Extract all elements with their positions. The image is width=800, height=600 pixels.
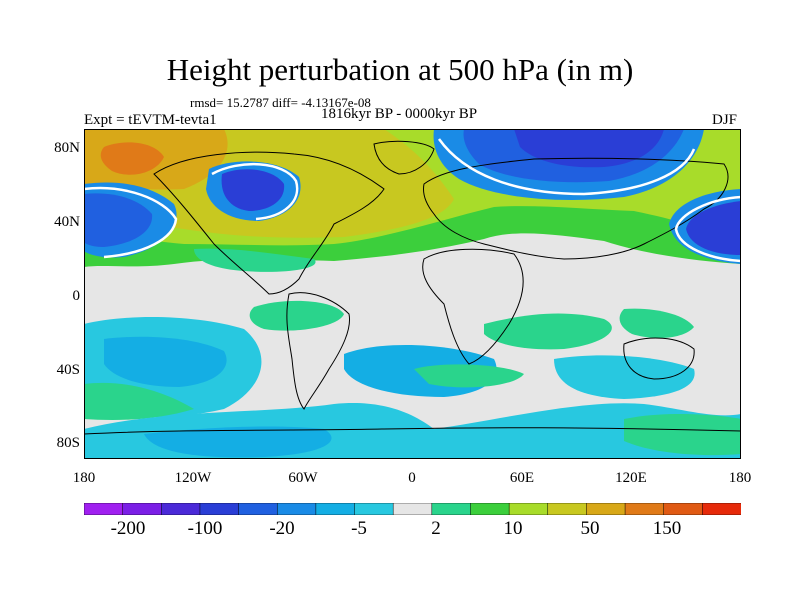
colorbar-swatch — [122, 503, 163, 515]
lat-label-40n: 40N — [54, 214, 80, 230]
period-label: 1816kyr BP - 0000kyr BP — [321, 106, 478, 122]
colorbar — [84, 503, 741, 515]
season-label: DJF — [712, 112, 738, 128]
tropical-positive-1 — [249, 300, 344, 331]
colorbar-swatch — [238, 503, 278, 515]
sh-positive-ring — [84, 382, 194, 420]
colorbar-swatch — [586, 503, 626, 515]
sh-negative-west-core — [104, 336, 227, 387]
colorbar-swatch — [431, 503, 472, 515]
colorbar-label-neg20: -20 — [269, 518, 295, 539]
colorbar-swatch — [624, 503, 665, 515]
map-frame — [84, 129, 741, 459]
lat-label-80s: 80S — [56, 435, 80, 451]
sh-negative-south-core — [144, 426, 332, 458]
contour-eurasia — [437, 138, 696, 196]
chart-title: Height perturbation at 500 hPa (in m) — [166, 52, 634, 87]
eurasia-low-inner — [514, 129, 664, 168]
colorbar-label-10: 10 — [503, 518, 523, 539]
lon-label-180e: 180 — [728, 470, 752, 486]
sh-positive-pacific — [624, 414, 741, 456]
north-pacific-low-east-core — [686, 201, 741, 255]
tropical-positive-3 — [619, 308, 694, 339]
colorbar-label-neg100: -100 — [187, 518, 223, 539]
sh-positive-mid — [414, 364, 524, 388]
australia-outline — [623, 337, 695, 380]
colorbar-swatch — [392, 503, 433, 515]
colorbar-swatch — [276, 503, 317, 515]
colorbar-label-50: 50 — [580, 518, 600, 539]
lon-label-60e: 60E — [509, 470, 535, 486]
zero-contours — [84, 138, 741, 263]
lon-label-60w: 60W — [288, 470, 318, 486]
nh-orange-patch-2 — [100, 142, 164, 175]
lat-label-40s: 40S — [56, 362, 80, 378]
colorbar-label-150: 150 — [652, 518, 682, 539]
lon-label-180w: 180 — [72, 470, 96, 486]
south-america-outline — [286, 292, 351, 410]
contour-east-pacific — [674, 195, 741, 263]
eurasia-outline — [423, 157, 729, 260]
stats-label: rmsd= 15.2787 diff= -4.13167e-08 — [190, 95, 371, 110]
north-america-low-core — [221, 169, 285, 211]
lat-label-0: 0 — [72, 288, 81, 304]
colorbar-swatch — [547, 503, 588, 515]
coastlines — [84, 140, 741, 435]
colorbar-swatch — [702, 503, 741, 515]
lat-label-80n: 80N — [54, 140, 80, 156]
colorbar-swatch — [354, 503, 394, 515]
africa-outline — [422, 248, 524, 365]
colorbar-swatch — [199, 503, 240, 515]
contour-north-america — [211, 162, 299, 221]
sh-negative-indian — [554, 355, 695, 399]
north-pacific-low-core — [84, 193, 153, 247]
lon-label-120w: 120W — [174, 470, 212, 486]
experiment-label: Expt = tEVTM-tevta1 — [84, 112, 217, 128]
colorbar-swatch — [315, 503, 356, 515]
north-america-outline — [153, 151, 385, 295]
colorbar-label-2: 2 — [431, 518, 441, 539]
contour-north-pacific — [84, 186, 178, 259]
colorbar-swatch — [663, 503, 704, 515]
colorbar-swatch — [161, 503, 201, 515]
colorbar-swatch — [84, 503, 124, 515]
colorbar-label-neg200: -200 — [110, 518, 146, 539]
colorbar-swatch — [470, 503, 510, 515]
lon-label-120e: 120E — [615, 470, 647, 486]
greenland-outline — [373, 140, 435, 175]
colorbar-swatch — [508, 503, 549, 515]
map-plot — [84, 129, 741, 459]
tropical-positive-2 — [484, 313, 612, 350]
antarctica-outline — [84, 427, 741, 435]
lon-label-0: 0 — [408, 470, 416, 486]
colorbar-label-neg5: -5 — [351, 518, 367, 539]
